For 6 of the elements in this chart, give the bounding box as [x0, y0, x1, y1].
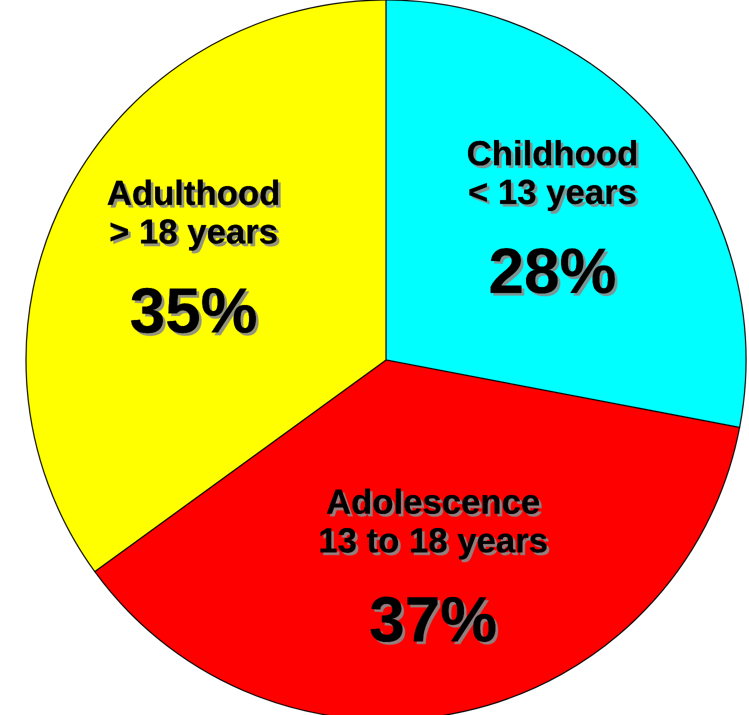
- slice-label: Adulthood > 18 years: [108, 180, 281, 254]
- data-label: 35%: [131, 288, 259, 336]
- slice-label: Adolescence 13 to 18 years: [320, 488, 550, 562]
- data-label: 37%: [370, 596, 498, 645]
- slice-label: Childhood < 13 years: [468, 140, 639, 214]
- data-label: 28%: [490, 248, 618, 296]
